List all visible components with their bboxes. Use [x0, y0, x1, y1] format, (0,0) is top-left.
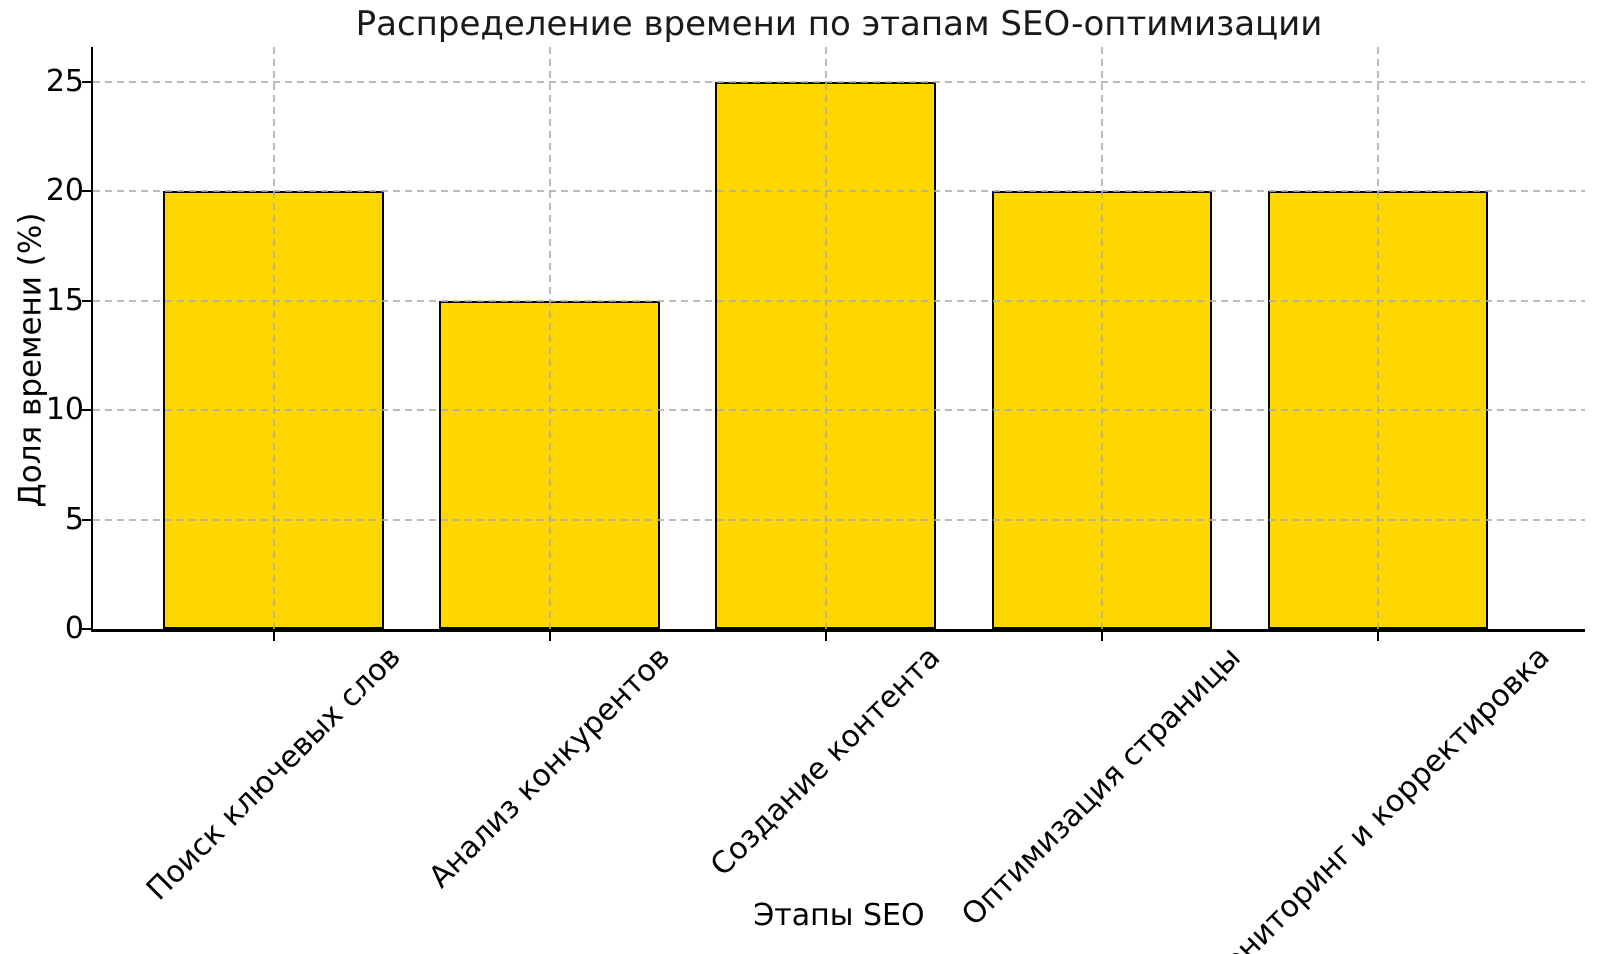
- y-tick-label: 20: [45, 173, 84, 209]
- x-tick-mark: [824, 631, 827, 641]
- gridline-horizontal: [93, 299, 1585, 302]
- gridline-vertical: [1100, 47, 1103, 629]
- y-tick-mark: [81, 190, 91, 193]
- gridline-vertical: [824, 47, 827, 629]
- y-tick-label: 0: [64, 611, 84, 646]
- x-axis-label: Этапы SEO: [753, 898, 925, 933]
- gridline-vertical: [272, 47, 275, 629]
- y-tick-label: 15: [45, 282, 84, 318]
- x-axis-spine: [90, 629, 1585, 632]
- x-tick-mark: [1100, 631, 1103, 641]
- x-tick-label: Создание контента: [704, 639, 948, 884]
- x-tick-mark: [1376, 631, 1379, 641]
- y-axis-spine: [90, 47, 93, 632]
- gridline-horizontal: [93, 81, 1585, 83]
- gridline-horizontal: [93, 190, 1585, 193]
- y-tick-mark: [81, 409, 91, 412]
- gridline-vertical: [548, 47, 551, 629]
- gridline-horizontal: [93, 409, 1585, 412]
- y-tick-mark: [81, 518, 91, 521]
- y-tick-label: 25: [45, 64, 84, 99]
- x-tick-label: Оптимизация страницы: [955, 640, 1249, 933]
- y-tick-label: 5: [64, 501, 84, 537]
- y-tick-label: 10: [45, 392, 84, 428]
- y-tick-mark: [81, 628, 91, 630]
- gridline-horizontal: [93, 518, 1585, 521]
- y-tick-mark: [81, 81, 91, 83]
- y-tick-mark: [81, 299, 91, 302]
- chart-title: Распределение времени по этапам SEO-опти…: [355, 4, 1323, 44]
- x-tick-mark: [272, 631, 275, 641]
- x-tick-label: Анализ конкурентов: [422, 639, 678, 895]
- x-tick-mark: [548, 631, 551, 641]
- x-tick-label: Поиск ключевых слов: [139, 640, 408, 908]
- x-tick-label: Мониторинг и корректировка: [1199, 639, 1558, 954]
- gridline-vertical: [1376, 47, 1379, 629]
